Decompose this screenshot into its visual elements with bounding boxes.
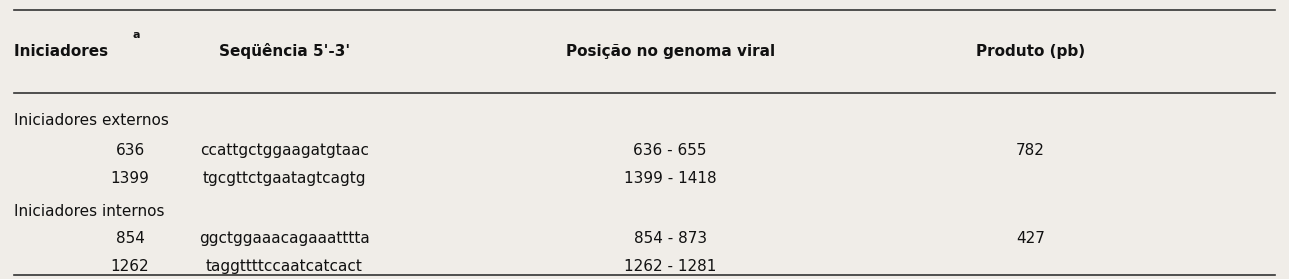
Text: 636 - 655: 636 - 655 bbox=[633, 143, 706, 158]
Text: Produto (pb): Produto (pb) bbox=[976, 44, 1085, 59]
Text: a: a bbox=[133, 30, 141, 40]
Text: 782: 782 bbox=[1016, 143, 1045, 158]
Text: ggctggaaacagaaatttta: ggctggaaacagaaatttta bbox=[199, 232, 370, 246]
Text: 427: 427 bbox=[1016, 232, 1045, 246]
Text: Iniciadores externos: Iniciadores externos bbox=[14, 113, 169, 128]
Text: Iniciadores internos: Iniciadores internos bbox=[14, 204, 165, 219]
Text: 854: 854 bbox=[116, 232, 144, 246]
Text: tgcgttctgaatagtcagtg: tgcgttctgaatagtcagtg bbox=[202, 171, 366, 186]
Text: taggttttccaatcatcact: taggttttccaatcatcact bbox=[206, 259, 362, 274]
Text: Posição no genoma viral: Posição no genoma viral bbox=[566, 44, 775, 59]
Text: 1399: 1399 bbox=[111, 171, 150, 186]
Text: ccattgctggaagatgtaac: ccattgctggaagatgtaac bbox=[200, 143, 369, 158]
Text: 854 - 873: 854 - 873 bbox=[634, 232, 706, 246]
Text: 1262 - 1281: 1262 - 1281 bbox=[624, 259, 717, 274]
Text: 1399 - 1418: 1399 - 1418 bbox=[624, 171, 717, 186]
Text: 1262: 1262 bbox=[111, 259, 150, 274]
Text: Iniciadores: Iniciadores bbox=[14, 44, 113, 59]
Text: Seqüência 5'-3': Seqüência 5'-3' bbox=[219, 43, 349, 59]
Text: 636: 636 bbox=[116, 143, 144, 158]
